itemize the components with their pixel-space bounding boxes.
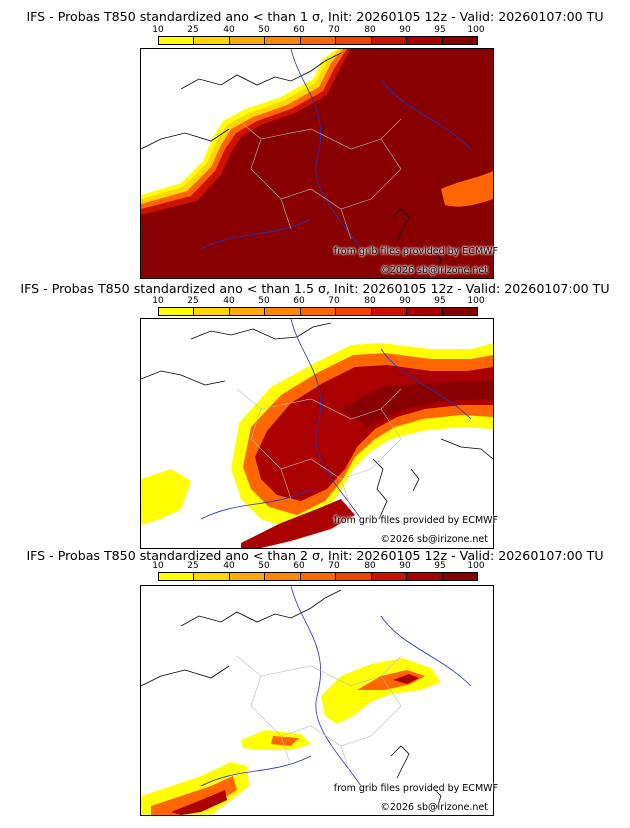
- prob-band-95: [141, 49, 493, 278]
- colorbar-seg: [407, 573, 443, 580]
- colorbar-1: [158, 36, 478, 45]
- colorbar-seg: [229, 37, 266, 44]
- panel-3: IFS - Probas T850 standardized ano < tha…: [0, 548, 630, 828]
- prob-band-10-sw: [141, 469, 191, 525]
- prob-band-95-core: [341, 379, 493, 427]
- credit-copyright-3: ©2026 sb@irizone.net: [380, 802, 488, 813]
- coastline: [141, 52, 442, 272]
- colorbar-seg: [159, 37, 195, 44]
- tick-90: 90: [399, 25, 411, 35]
- tick-10: 10: [152, 25, 164, 35]
- borders: [236, 655, 402, 777]
- colorbar-seg: [371, 573, 408, 580]
- tick-50: 50: [258, 296, 270, 306]
- tick-80: 80: [364, 25, 376, 35]
- tick-60: 60: [293, 561, 305, 571]
- prob-band-60-pyrenees: [271, 736, 299, 746]
- tick-90: 90: [399, 296, 411, 306]
- map-3: [140, 585, 494, 816]
- colorbar-2: [158, 307, 478, 316]
- map-2-svg: [141, 319, 493, 548]
- colorbar-seg: [336, 573, 372, 580]
- tick-95: 95: [434, 561, 446, 571]
- prob-band-95-east-gap: [441, 171, 493, 207]
- tick-25: 25: [187, 25, 199, 35]
- tick-80: 80: [364, 561, 376, 571]
- panel-2-title: IFS - Probas T850 standardized ano < tha…: [20, 281, 610, 296]
- credit-copyright-2: ©2026 sb@irizone.net: [380, 534, 488, 545]
- colorbar-seg: [194, 573, 230, 580]
- colorbar-seg: [300, 308, 337, 315]
- tick-40: 40: [223, 25, 235, 35]
- tick-60: 60: [293, 25, 305, 35]
- colorbar-seg: [300, 37, 337, 44]
- panel-1: IFS - Probas T850 standardized ano < tha…: [0, 0, 630, 280]
- credit-source-3: from grib files provided by ECMWF: [333, 783, 498, 794]
- credit-source-2: from grib files provided by ECMWF: [333, 515, 498, 526]
- colorbar-3-ticks: 10 25 40 50 60 70 80 90 95 100: [152, 561, 484, 571]
- colorbar-2-ticks: 10 25 40 50 60 70 80 90 95 100: [152, 296, 484, 306]
- prob-band-90-south: [241, 499, 355, 548]
- tick-40: 40: [223, 561, 235, 571]
- tick-40: 40: [223, 296, 235, 306]
- panel-2: IFS - Probas T850 standardized ano < tha…: [0, 278, 630, 550]
- colorbar-seg: [265, 573, 301, 580]
- colorbar-seg: [159, 308, 195, 315]
- tick-100: 100: [467, 296, 485, 306]
- tick-100: 100: [467, 561, 485, 571]
- tick-70: 70: [328, 25, 340, 35]
- colorbar-seg: [194, 308, 230, 315]
- colorbar-seg: [194, 37, 230, 44]
- credit-source-1: from grib files provided by ECMWF: [333, 246, 498, 257]
- credit-copyright-1: ©2026 sb@irizone.net: [380, 265, 488, 276]
- borders: [236, 388, 402, 510]
- map-2: [140, 318, 494, 549]
- tick-10: 10: [152, 296, 164, 306]
- tick-90: 90: [399, 561, 411, 571]
- coastline: [141, 589, 442, 809]
- panel-1-title: IFS - Probas T850 standardized ano < tha…: [26, 9, 604, 24]
- colorbar-seg: [159, 573, 195, 580]
- colorbar-seg: [265, 308, 301, 315]
- colorbar-seg: [371, 308, 408, 315]
- tick-95: 95: [434, 25, 446, 35]
- coastline: [141, 322, 493, 520]
- tick-70: 70: [328, 561, 340, 571]
- tick-50: 50: [258, 25, 270, 35]
- borders: [236, 118, 402, 240]
- map-1-svg: [141, 49, 493, 278]
- tick-95: 95: [434, 296, 446, 306]
- tick-10: 10: [152, 561, 164, 571]
- map-1: [140, 48, 494, 279]
- colorbar-seg: [265, 37, 301, 44]
- tick-60: 60: [293, 296, 305, 306]
- tick-25: 25: [187, 296, 199, 306]
- tick-50: 50: [258, 561, 270, 571]
- rivers: [200, 586, 472, 787]
- colorbar-seg: [336, 308, 372, 315]
- colorbar-seg: [407, 308, 443, 315]
- tick-25: 25: [187, 561, 199, 571]
- tick-70: 70: [328, 296, 340, 306]
- colorbar-seg: [442, 573, 477, 580]
- map-3-svg: [141, 586, 493, 815]
- colorbar-seg: [229, 308, 266, 315]
- colorbar-1-ticks: 10 25 40 50 60 70 80 90 95 100: [152, 25, 484, 35]
- tick-80: 80: [364, 296, 376, 306]
- rivers: [200, 319, 472, 520]
- colorbar-seg: [407, 37, 443, 44]
- prob-band-90-alps: [393, 674, 419, 684]
- colorbar-seg: [336, 37, 372, 44]
- colorbar-seg: [300, 573, 337, 580]
- colorbar-seg: [229, 573, 266, 580]
- tick-100: 100: [467, 25, 485, 35]
- colorbar-seg: [442, 37, 477, 44]
- colorbar-seg: [442, 308, 477, 315]
- colorbar-seg: [371, 37, 408, 44]
- colorbar-3: [158, 572, 478, 581]
- prob-band-90-southwest: [171, 790, 227, 815]
- panel-3-title: IFS - Probas T850 standardized ano < tha…: [26, 548, 604, 563]
- prob-band-60-southwest: [151, 776, 237, 815]
- rivers: [200, 49, 472, 250]
